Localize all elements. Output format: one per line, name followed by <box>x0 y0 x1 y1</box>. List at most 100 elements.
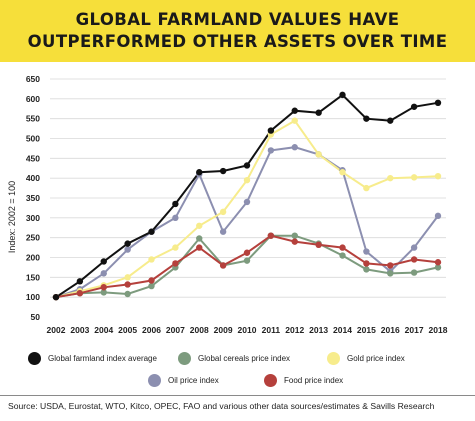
oil-price-index-point <box>243 198 251 206</box>
y-axis-label: Index: 2002 = 100 <box>7 181 17 253</box>
gold-price-index-point <box>434 172 442 180</box>
y-tick-label: 650 <box>26 74 40 84</box>
global-farmland-index-average-point <box>387 117 394 124</box>
food-price-index-point <box>243 249 251 256</box>
global-farmland-index-average-point <box>100 258 107 265</box>
global-farmland-index-average-point <box>267 127 275 134</box>
oil-price-index-point <box>291 144 298 151</box>
chart-title-line-1: GLOBAL FARMLAND VALUES HAVE <box>75 10 400 29</box>
y-tick-label: 200 <box>26 253 40 263</box>
gold-price-index-point <box>339 169 346 176</box>
food-price-index-line <box>55 234 439 299</box>
gold-price-index-point <box>219 208 227 216</box>
global-farmland-index-average-line <box>55 93 439 299</box>
y-tick-label: 50 <box>31 312 41 322</box>
gold-price-index-point <box>243 176 251 184</box>
oil-price-index-point <box>410 244 418 251</box>
global-cereals-price-index-point <box>100 289 107 296</box>
gold-price-index-point <box>315 151 322 158</box>
global-farmland-index-average-point <box>196 169 203 176</box>
global-farmland-index-average-point <box>363 115 370 122</box>
global-farmland-index-average-point <box>124 240 131 247</box>
food-price-index-point <box>124 281 131 288</box>
global-farmland-index-average-point <box>76 278 84 285</box>
legend-swatch <box>178 352 191 365</box>
oil-price-index-point <box>434 212 442 220</box>
legend-label: Gold price index <box>347 354 405 363</box>
global-cereals-price-index-point <box>291 232 298 239</box>
divider <box>0 395 475 396</box>
legend-item: Gold price index <box>327 352 405 365</box>
oil-price-index-point <box>100 270 107 277</box>
legend-swatch <box>28 352 41 365</box>
source-note: Source: USDA, Eurostat, WTO, Kitco, OPEC… <box>8 401 435 411</box>
legend-swatch <box>327 352 340 365</box>
gold-price-index-point <box>172 244 179 251</box>
chart-legend: Global farmland index average Global cere… <box>0 350 475 394</box>
x-tick-label: 2018 <box>429 325 448 335</box>
y-tick-label: 250 <box>26 233 40 243</box>
global-farmland-index-average-point <box>339 91 346 99</box>
x-tick-label: 2004 <box>94 325 113 335</box>
y-tick-label: 450 <box>26 153 40 163</box>
legend-swatch <box>148 374 161 387</box>
food-price-index-point <box>434 259 442 266</box>
food-price-index-point <box>410 256 418 263</box>
y-tick-label: 300 <box>26 213 40 223</box>
x-tick-label: 2005 <box>118 325 137 335</box>
food-price-index-point <box>267 232 275 239</box>
x-tick-label: 2015 <box>357 325 376 335</box>
x-tick-label: 2008 <box>190 325 209 335</box>
global-cereals-price-index-line <box>55 234 439 299</box>
global-farmland-index-average-point <box>219 167 227 175</box>
x-tick-label: 2002 <box>47 325 66 335</box>
food-price-index-point <box>315 241 322 249</box>
gold-price-index-point <box>387 174 394 182</box>
global-farmland-index-average-point <box>148 228 155 235</box>
food-price-index-point <box>76 290 84 297</box>
x-tick-label: 2013 <box>309 325 328 335</box>
global-cereals-price-index-point <box>410 269 418 276</box>
x-tick-label: 2009 <box>214 325 233 335</box>
legend-label: Oil price index <box>168 376 219 385</box>
global-farmland-index-average-point <box>291 107 298 114</box>
legend-label: Food price index <box>284 376 344 385</box>
x-tick-label: 2014 <box>333 325 352 335</box>
gold-price-index-point <box>410 174 418 181</box>
x-tick-label: 2003 <box>70 325 89 335</box>
food-price-index-point <box>363 260 370 267</box>
y-axis-ticks: 50 100 150 200 250 300 350 400 450 500 550 600 650 <box>26 74 40 322</box>
y-tick-label: 400 <box>26 173 40 183</box>
y-tick-label: 550 <box>26 114 40 124</box>
gold-price-index-point <box>148 256 155 263</box>
global-cereals-price-index-point <box>434 264 442 271</box>
gold-price-index-point <box>363 184 370 192</box>
line-chart: 50 100 150 200 250 300 350 400 450 500 550 600 650 2… <box>7 74 448 335</box>
food-price-index-point <box>291 238 298 245</box>
food-price-index-point <box>100 284 107 291</box>
oil-price-index-point <box>124 246 131 253</box>
food-price-index-point <box>219 262 227 269</box>
oil-price-index-line <box>55 146 439 299</box>
legend-item: Food price index <box>264 374 343 387</box>
oil-price-index-point <box>172 214 179 222</box>
x-tick-label: 2011 <box>262 325 281 335</box>
oil-price-index-point <box>219 228 227 235</box>
global-cereals-price-index-point <box>124 290 131 298</box>
x-axis-ticks: 2002 2003 2004 2005 2006 2007 2008 2009 2010 2011… <box>47 325 448 335</box>
x-tick-label: 2006 <box>142 325 161 335</box>
global-cereals-price-index-point <box>363 266 370 273</box>
gold-price-index-line <box>55 119 439 299</box>
legend-swatch <box>264 374 277 387</box>
y-tick-label: 150 <box>26 272 40 282</box>
food-price-index-point <box>196 244 203 251</box>
global-farmland-index-average-point <box>315 109 322 116</box>
global-cereals-price-index-point <box>148 282 155 290</box>
x-tick-label: 2010 <box>238 325 257 335</box>
legend-label: Global cereals price index <box>198 354 291 363</box>
gold-price-index-point <box>291 117 298 124</box>
food-price-index-point <box>172 260 179 267</box>
chart-title-line-2: OUTPERFORMED OTHER ASSETS OVER TIME <box>27 32 448 51</box>
food-price-index-point <box>339 244 346 251</box>
legend-item: Global cereals price index <box>178 352 290 365</box>
